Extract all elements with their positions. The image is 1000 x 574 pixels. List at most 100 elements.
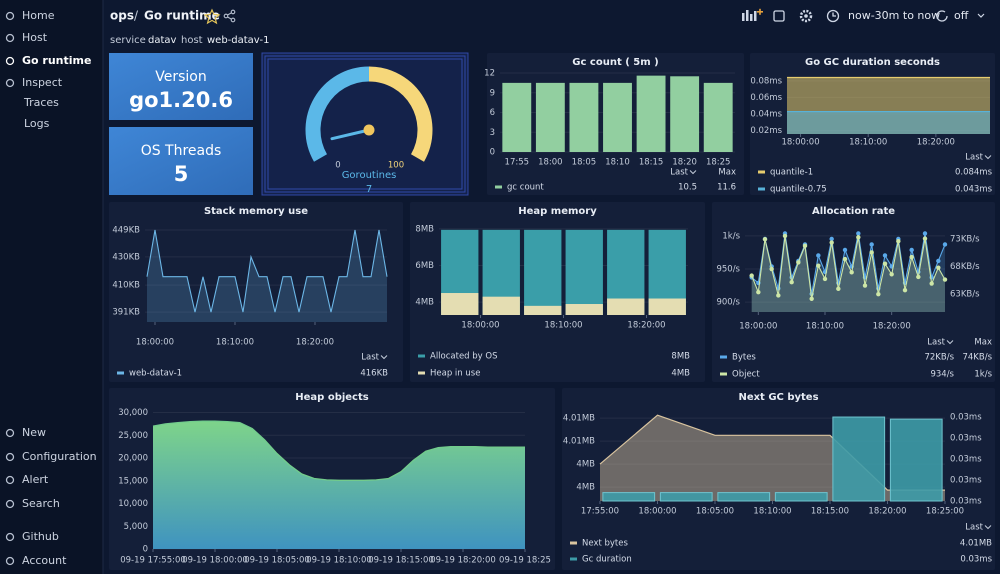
- panel-title: Go GC duration seconds: [805, 57, 940, 68]
- nav-item[interactable]: Traces: [23, 96, 59, 109]
- panel: [712, 202, 995, 382]
- area: [751, 235, 945, 312]
- panel-title: Heap memory: [518, 206, 597, 217]
- nav-item[interactable]: Account: [22, 554, 67, 567]
- legend-column-header[interactable]: Last: [927, 338, 945, 348]
- x-tick-label: 09-19 18:15:00: [368, 556, 434, 566]
- clock-icon[interactable]: [826, 9, 840, 23]
- variable-value[interactable]: web-datav-1: [207, 35, 269, 46]
- bar: [565, 229, 603, 315]
- x-tick-label: 18:00:00: [136, 338, 174, 348]
- point: [829, 240, 834, 245]
- y-tick-label: 8MB: [415, 224, 434, 234]
- legend-column-header[interactable]: Last: [361, 353, 379, 363]
- y-tick-label: 4MB: [576, 460, 595, 470]
- settings-icon[interactable]: [799, 9, 813, 23]
- share-icon[interactable]: [223, 9, 236, 23]
- y2-tick-label: 0.03ms: [950, 413, 982, 423]
- nav-icon: [5, 56, 15, 66]
- bar: [565, 304, 603, 315]
- stat-panel: [109, 127, 253, 195]
- nav-item[interactable]: Alert: [22, 473, 49, 486]
- x-tick-label: 09-19 18:25: [499, 556, 551, 566]
- variable-value[interactable]: datav: [148, 35, 177, 46]
- nav-icon: [5, 452, 15, 462]
- nav-item[interactable]: Host: [22, 31, 48, 44]
- nav-item[interactable]: Inspect: [22, 76, 63, 89]
- point: [922, 236, 928, 241]
- refresh-dropdown-icon[interactable]: [977, 13, 985, 18]
- x-tick-label: 18:10:00: [849, 138, 887, 148]
- time-range-picker[interactable]: now-30m to now: [848, 9, 940, 22]
- nav-item[interactable]: Configuration: [22, 450, 97, 463]
- nav-item[interactable]: New: [22, 426, 46, 439]
- bar: [648, 298, 686, 315]
- panel-title: Next GC bytes: [738, 392, 818, 403]
- save-icon[interactable]: [773, 10, 785, 22]
- legend-value: 0.043ms: [955, 185, 993, 195]
- nav-item[interactable]: Logs: [24, 117, 50, 130]
- legend-label[interactable]: Bytes: [732, 353, 756, 363]
- y2-tick-label: 68KB/s: [950, 262, 980, 272]
- refresh-picker[interactable]: off: [954, 9, 969, 22]
- point: [829, 236, 834, 242]
- x-tick-label: 18:15: [639, 158, 664, 168]
- legend-swatch: [720, 355, 727, 359]
- legend-column-header[interactable]: Max: [974, 338, 992, 348]
- point: [842, 247, 848, 253]
- y2-tick-label: 73KB/s: [950, 234, 980, 244]
- gauge-hub: [363, 124, 375, 136]
- legend-column-header[interactable]: Last: [670, 168, 688, 178]
- legend-label[interactable]: Gc duration: [582, 555, 632, 565]
- legend-label[interactable]: Allocated by OS: [430, 352, 498, 362]
- refresh-icon[interactable]: [936, 10, 948, 22]
- nav-item[interactable]: Go runtime: [22, 54, 91, 67]
- x-tick-label: 18:10:00: [806, 322, 844, 332]
- legend-column-header[interactable]: Last: [965, 523, 983, 533]
- legend-label[interactable]: Object: [732, 370, 760, 380]
- legend-label[interactable]: web-datav-1: [129, 369, 182, 379]
- point: [909, 247, 914, 253]
- sort-icon: [380, 355, 388, 360]
- legend-column-header[interactable]: Max: [718, 168, 736, 178]
- x-tick-label: 09-19 18:20:00: [430, 556, 496, 566]
- nav-item[interactable]: Github: [22, 530, 59, 543]
- legend-label[interactable]: Next bytes: [582, 539, 628, 549]
- legend-label[interactable]: quantile-1: [770, 168, 813, 178]
- y-tick-label: 0.06ms: [750, 93, 782, 103]
- point: [909, 254, 914, 260]
- nav-item[interactable]: Home: [22, 9, 55, 22]
- y-tick-label: 950/s: [716, 265, 740, 275]
- sidebar: [0, 0, 103, 574]
- nav-icon: [5, 11, 15, 21]
- nav-item[interactable]: Search: [22, 497, 60, 510]
- y-tick-label: 0.02ms: [750, 126, 782, 136]
- bar: [482, 296, 520, 315]
- nav-icon: [5, 428, 15, 438]
- point: [936, 258, 941, 264]
- y-tick-label: 5,000: [124, 522, 148, 532]
- x-tick-label: 18:25: [706, 158, 731, 168]
- legend-label[interactable]: gc count: [507, 183, 544, 193]
- point: [756, 289, 761, 295]
- x-tick-label: 18:00:00: [638, 507, 676, 517]
- legend-label[interactable]: quantile-0.75: [770, 185, 827, 195]
- add-panel-icon[interactable]: [742, 8, 763, 21]
- point: [822, 276, 828, 282]
- star-icon[interactable]: [203, 8, 221, 25]
- breadcrumb-folder[interactable]: ops: [110, 9, 134, 23]
- point: [916, 274, 921, 280]
- legend-column-header[interactable]: Last: [965, 153, 983, 163]
- y-tick-label: 12: [484, 69, 495, 79]
- y2-tick-label: 0.03ms: [950, 455, 982, 465]
- point: [942, 242, 948, 247]
- legend-label[interactable]: Heap in use: [430, 369, 480, 379]
- point: [902, 287, 908, 293]
- line: [152, 420, 525, 481]
- x-tick-label: 18:00:00: [461, 321, 499, 331]
- legend-value: 416KB: [360, 369, 388, 379]
- x-tick-label: 09-19 18:10:00: [306, 556, 372, 566]
- x-tick-label: 18:20:00: [873, 322, 911, 332]
- x-tick-label: 09-19 18:05:00: [244, 556, 310, 566]
